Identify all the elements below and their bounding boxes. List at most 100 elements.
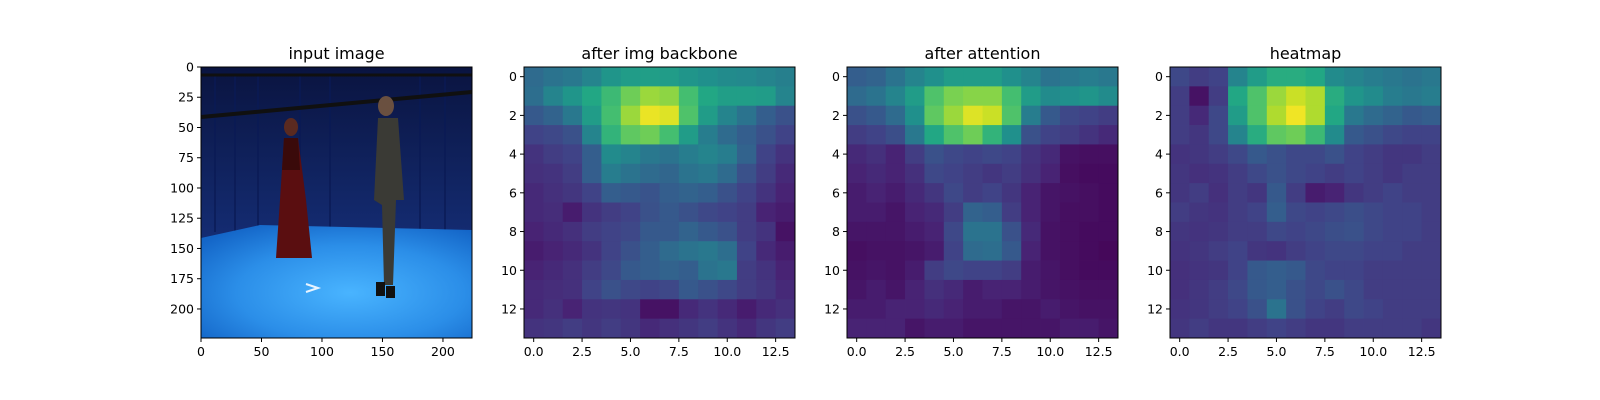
heatmap-cell [885, 86, 906, 107]
y-tick-label: 6 [832, 185, 840, 200]
x-tick-label: 7.5 [1315, 344, 1335, 359]
axes-frame [846, 66, 1119, 339]
y-tick-label: 200 [170, 301, 194, 316]
heatmap-cell [1098, 144, 1119, 165]
heatmap-cell [1098, 260, 1119, 281]
heatmap-cell [543, 221, 564, 242]
heatmap-cell [543, 105, 564, 126]
heatmap-cell [1228, 241, 1248, 261]
heatmap-cell [1344, 221, 1364, 242]
heatmap-cell [963, 202, 983, 223]
x-tick-label: 10.0 [713, 344, 741, 359]
heatmap-cell [736, 144, 757, 165]
heatmap-cell [847, 318, 867, 339]
panel-title: after img backbone [581, 44, 737, 63]
heatmap-cell [1344, 260, 1364, 281]
heatmap-cell [1079, 86, 1100, 107]
heatmap-cell [1305, 144, 1326, 165]
heatmap-cell [524, 202, 544, 223]
heatmap-cell [1382, 86, 1403, 107]
heatmap-cell [1098, 163, 1119, 184]
x-tick-label: 7.5 [992, 344, 1012, 359]
heatmap-cell [717, 183, 738, 203]
heatmap-cell [1098, 125, 1119, 145]
heatmap-cell [659, 125, 680, 145]
heatmap-cells [524, 67, 796, 339]
heatmap-cell [924, 144, 945, 165]
heatmap-cell [847, 144, 867, 165]
heatmap-cell [1059, 260, 1080, 281]
heatmap-cell [1059, 105, 1080, 126]
heatmap-cell [620, 221, 641, 242]
heatmap-cell [885, 241, 906, 261]
heatmap-cell [601, 105, 622, 126]
heatmap-cell [1247, 67, 1268, 87]
heatmap-cell [775, 241, 796, 261]
heatmap-cell [1363, 318, 1384, 339]
heatmap-cell [582, 125, 602, 145]
heatmap-cell [982, 260, 1003, 281]
heatmap-cell [582, 144, 602, 165]
heatmap-cell [756, 279, 777, 300]
heatmap-cell [698, 67, 718, 87]
heatmap-cell [1402, 67, 1423, 87]
heatmap-cell [1021, 67, 1041, 87]
heatmap-cell [963, 86, 983, 107]
y-tick-label: 50 [178, 120, 194, 135]
heatmap-cell [698, 163, 718, 184]
heatmap-cell [524, 125, 544, 145]
heatmap-cell [1305, 318, 1326, 339]
heatmap-cell [1170, 318, 1190, 339]
heatmap-cell [982, 279, 1003, 300]
heatmap-cell [1001, 105, 1022, 126]
heatmap-cell [775, 202, 796, 223]
heatmap-cell [640, 318, 660, 339]
heatmap-cell [1208, 260, 1229, 281]
heatmap-cell [698, 299, 718, 320]
heatmap-cell [543, 260, 564, 281]
heatmap-cell [698, 125, 718, 145]
heatmap-cell [1079, 202, 1100, 223]
heatmap-cell [1421, 299, 1442, 320]
y-tick-label: 6 [1155, 185, 1163, 200]
heatmap-cell [1247, 260, 1268, 281]
heatmap-cell [640, 260, 660, 281]
axes-frame [1169, 66, 1442, 339]
heatmap-cell [756, 318, 777, 339]
y-tick-label: 12 [501, 301, 517, 316]
y-tick-label: 2 [509, 108, 517, 123]
heatmap-cell [1421, 125, 1442, 145]
heatmap-cell [678, 299, 699, 320]
heatmap-cell [562, 183, 583, 203]
heatmap-cell [1402, 202, 1423, 223]
heatmap-cell [866, 221, 887, 242]
x-tick-label: 0 [197, 344, 205, 359]
heatmap-cell [1363, 105, 1384, 126]
heatmap-cell [1079, 67, 1100, 87]
heatmap-cells [1170, 67, 1442, 339]
heatmap-cell [640, 144, 660, 165]
panel-title: after attention [925, 44, 1041, 63]
heatmap-cell [924, 105, 945, 126]
heatmap-cell [698, 86, 718, 107]
heatmap-cell [1421, 144, 1442, 165]
heatmap-cell [1266, 125, 1287, 145]
heatmap-cell [1402, 86, 1423, 107]
heatmap-cell [620, 318, 641, 339]
heatmap-cell [1170, 67, 1190, 87]
heatmap-cell [885, 163, 906, 184]
heatmap-cell [524, 260, 544, 281]
heatmap-cell [1021, 241, 1041, 261]
heatmap-cell [1189, 279, 1210, 300]
heatmap-cell [736, 105, 757, 126]
heatmap-cell [924, 279, 945, 300]
heatmap-cell [1324, 299, 1345, 320]
after-attention-panel: after attention 0.0 2.5 5.0 7.5 10.0 12.5 0 2 4… [824, 44, 1119, 359]
heatmap-cell [943, 67, 964, 87]
heatmap-cell [1189, 299, 1210, 320]
input-image-panel: input image [170, 44, 473, 359]
heatmap-cell [1421, 163, 1442, 184]
heatmap-cell [1208, 221, 1229, 242]
heatmap-cell [1363, 202, 1384, 223]
